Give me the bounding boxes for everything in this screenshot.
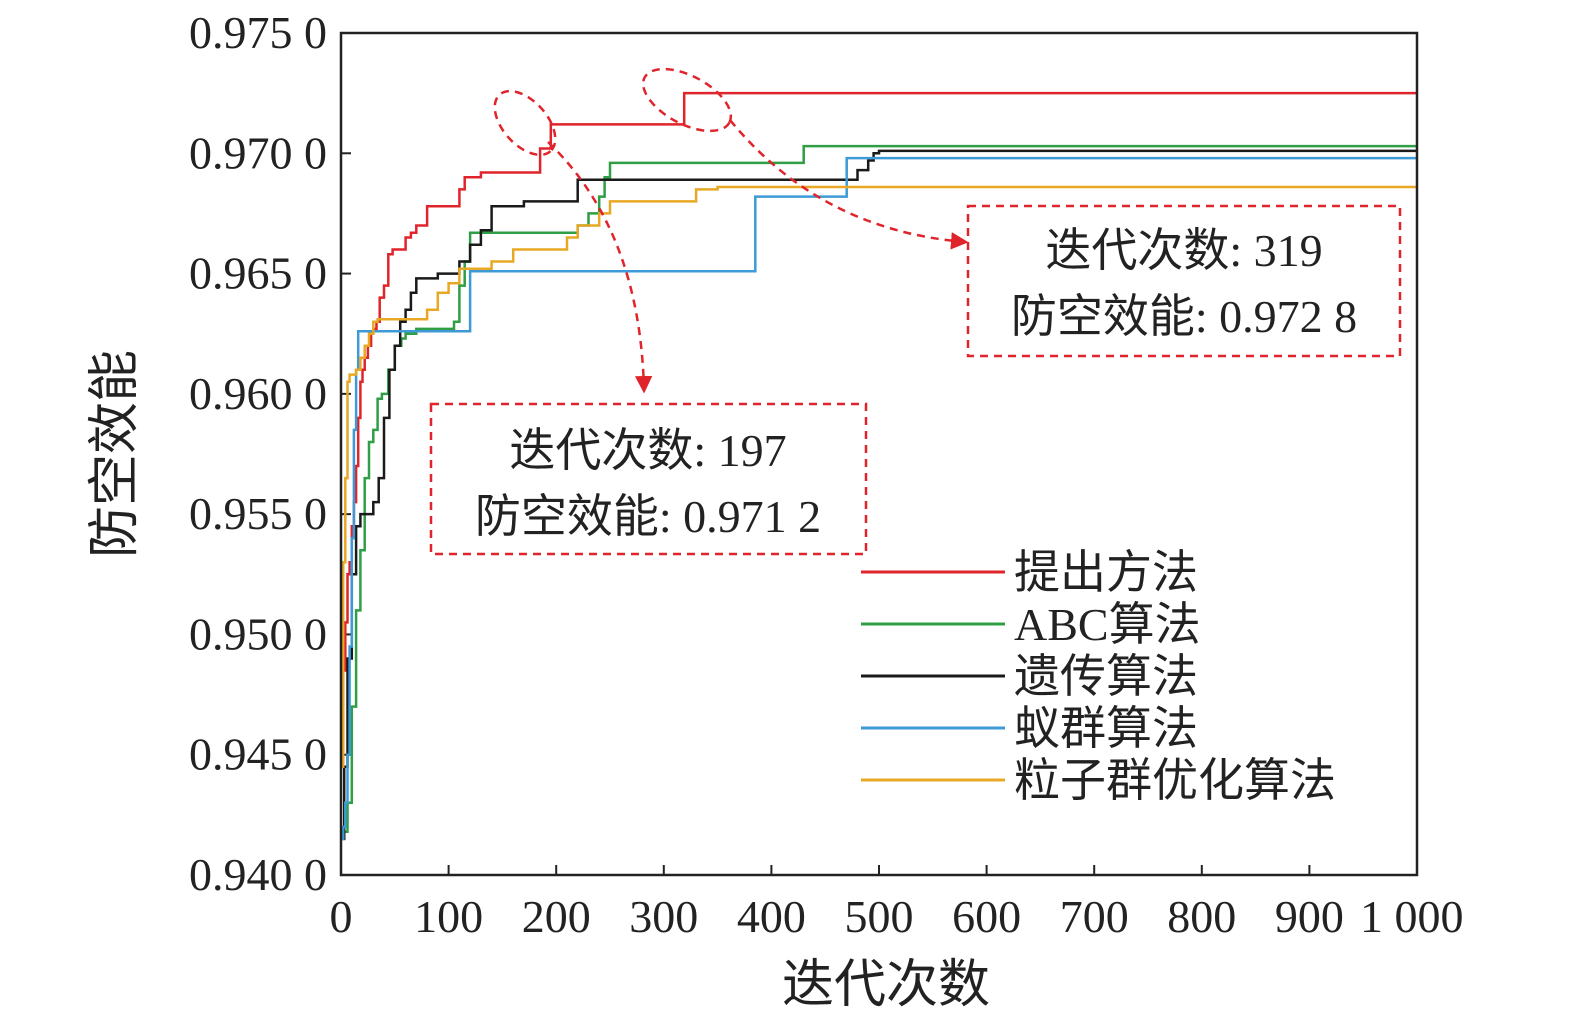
x-tick-label: 400 [737,891,806,942]
y-tick-label: 0.940 0 [189,849,327,900]
x-tick-label: 900 [1275,891,1344,942]
legend-label-4: 粒子群优化算法 [1014,755,1336,806]
x-tick-label: 500 [845,891,914,942]
annotation-197-arrow [547,141,653,394]
x-tick-label: 100 [414,891,483,942]
y-axis-ticks: 0.940 0 0.945 0 0.950 0 0.955 0 0.960 0 0.965… [189,7,351,900]
annotation-319-box [966,204,1402,358]
x-tick-label: 700 [1060,891,1129,942]
y-axis-title: 防空效能 [87,350,144,558]
annotation-319-line1: 迭代次数: 319 [1045,225,1322,276]
x-tick-label: 600 [952,891,1021,942]
legend-label-0: 提出方法 [1014,547,1198,598]
y-tick-label: 0.960 0 [189,368,327,419]
series-line-3 [341,156,1417,841]
series-line-4 [341,185,1417,768]
y-tick-label: 0.975 0 [189,7,327,58]
series-line-1 [341,144,1417,841]
annotation-197-line1: 迭代次数: 197 [509,425,786,476]
annotation-197-box [429,402,868,556]
x-axis-title: 迭代次数 [782,957,990,1014]
series-line-0 [341,91,1417,768]
y-tick-label: 0.970 0 [189,127,327,178]
x-tick-label: 800 [1167,891,1236,942]
x-axis-ticks: 0 100 200 300 400 500 600 700 800 900 1 000 [330,865,1464,942]
y-tick-label: 0.955 0 [189,488,327,539]
annotation-197: 迭代次数: 197 防空效能: 0.971 2 [429,89,868,556]
x-tick-label: 200 [522,891,591,942]
annotation-319-ellipse [641,67,733,133]
legend-label-3: 蚁群算法 [1014,703,1198,754]
legend-label-2: 遗传算法 [1014,651,1198,702]
annotation-197-line2: 防空效能: 0.971 2 [475,491,821,542]
x-tick-label: 1 000 [1360,891,1464,942]
plot-frame [339,31,1419,877]
annotation-197-ellipse [493,89,557,157]
annotation-319-line2: 防空效能: 0.972 8 [1011,291,1357,342]
series-line-2 [341,149,1417,841]
legend-label-1: ABC算法 [1014,599,1201,650]
y-tick-label: 0.965 0 [189,248,327,299]
y-tick-label: 0.950 0 [189,608,327,659]
series-layer [341,91,1417,841]
annotation-319-arrow [729,119,969,250]
x-tick-label: 300 [629,891,698,942]
annotation-319: 迭代次数: 319 防空效能: 0.972 8 [641,67,1402,358]
x-tick-label: 0 [330,891,353,942]
y-tick-label: 0.945 0 [189,729,327,780]
